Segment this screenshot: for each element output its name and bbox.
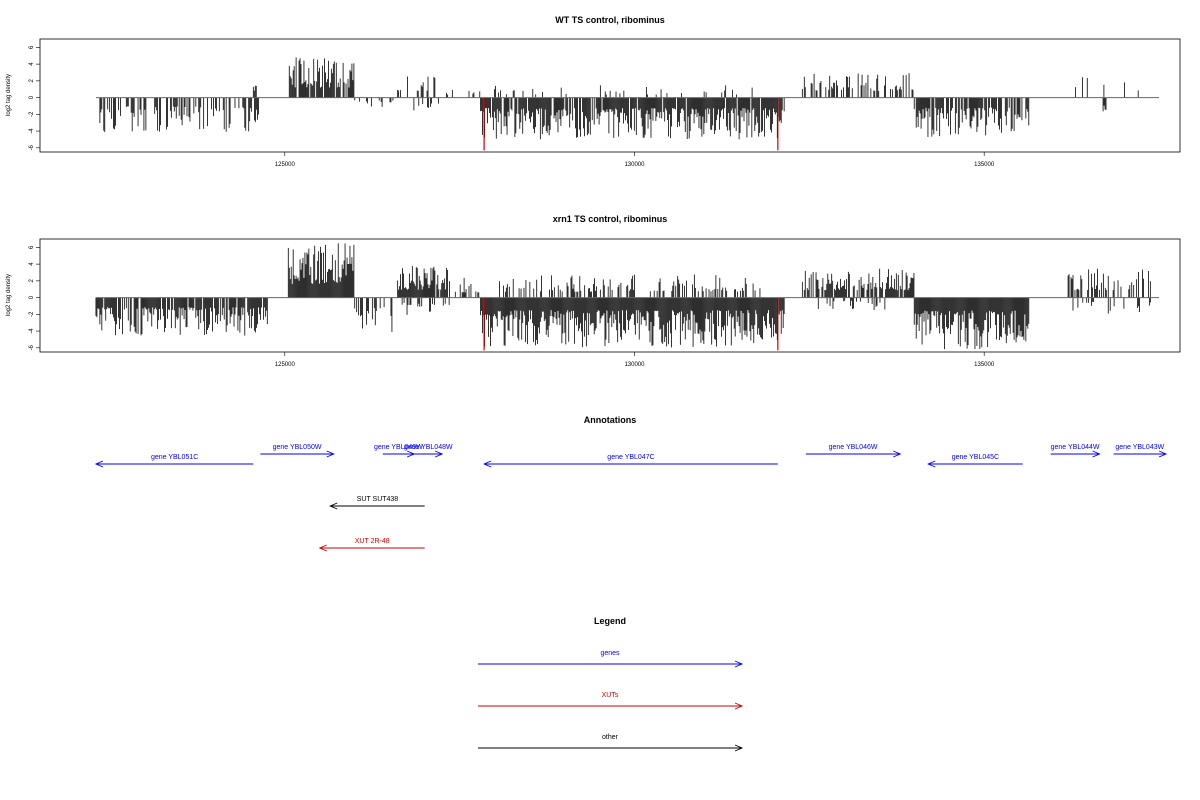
wt-y-tick-label: 4 [29,62,35,66]
annotations-panel: Annotations gene YBL051C gene YBL050W gene… [94,415,1168,552]
legend-arrowhead [734,660,744,668]
wt-x-tick-label: 135000 [974,162,995,168]
feature-label: gene YBL047C [607,454,654,461]
legend-panel: Legend genes XUTs other [478,616,744,752]
wt-y-tick-label: -4 [29,128,35,134]
xrn1-x-tick-label: 135000 [974,362,995,368]
legend-title: Legend [594,616,626,626]
annotation-feature: gene YBL046W [805,444,902,458]
legend-arrowhead [734,744,744,752]
wt-plot-frame [39,38,1181,153]
feature-label: gene YBL051C [151,454,198,461]
wt-density-bars [99,57,1139,140]
feature-label: gene YBL043W [1115,444,1164,451]
wt-y-tick-label: -2 [29,111,35,117]
feature-arrowhead [326,450,335,458]
feature-arrowhead [329,502,338,510]
annotation-feature: gene YBL045C [927,454,1023,468]
feature-label: SUT SUT438 [357,496,399,503]
feature-label: gene YBL048W [404,444,453,451]
xrn1-y-tick-label: 0 [29,295,35,299]
wt-y-axis-label: log2 tag density [6,74,12,116]
annotation-feature: gene YBL044W [1050,444,1101,458]
annotation-feature: gene YBL051C [94,454,254,468]
legend-label: other [602,734,619,741]
annotation-feature: SUT SUT438 [329,496,425,510]
annotation-feature: XUT 2R-48 [318,538,425,552]
feature-label: gene YBL046W [829,444,878,451]
annotation-feature: gene YBL048W [404,444,453,458]
feature-arrowhead [482,460,492,468]
xrn1-y-tick-label: -4 [29,328,35,334]
feature-label: gene YBL049W [374,444,423,451]
legend-label: genes [600,650,620,657]
xrn1-y-tick-label: 6 [29,245,35,249]
wt-x-tick-label: 130000 [624,162,645,168]
feature-arrowhead [1092,450,1101,458]
xrn1-density-panel: xrn1 TS control, ribominus log2 tag dens… [6,214,1181,368]
feature-arrowhead [318,544,327,552]
legend-arrowhead [734,702,744,710]
wt-density-panel: WT TS control, ribominus log2 tag densit… [6,15,1181,168]
xrn1-y-axis-label: log2 tag density [6,274,12,316]
xrn1-y-tick-label: -2 [29,311,35,317]
feature-label: gene YBL045C [952,454,999,461]
annotation-feature: gene YBL047C [482,454,778,468]
xrn1-panel-title: xrn1 TS control, ribominus [553,214,668,224]
legend-item: XUTs [478,692,744,710]
xrn1-plot-frame [39,238,1181,353]
xrn1-y-tick-label: -6 [29,344,35,350]
xrn1-y-tick-label: 2 [29,279,35,283]
xrn1-x-tick-label: 130000 [624,362,645,368]
wt-panel-title: WT TS control, ribominus [555,15,665,25]
feature-label: gene YBL050W [273,444,322,451]
feature-arrowhead [1158,450,1168,458]
wt-y-tick-label: 2 [29,79,35,83]
annotation-feature: gene YBL043W [1113,444,1168,458]
feature-arrowhead [94,460,104,468]
xrn1-y-tick-label: 4 [29,262,35,266]
feature-arrowhead [893,450,902,458]
legend-item: genes [478,650,744,668]
feature-arrowhead [927,460,936,468]
feature-label: XUT 2R-48 [355,538,390,545]
wt-x-tick-label: 125000 [275,162,296,168]
wt-y-tick-label: -6 [29,144,35,150]
annotation-feature: gene YBL050W [260,444,335,458]
feature-arrowhead [434,450,444,458]
legend-item: other [478,734,744,752]
annotations-title: Annotations [584,415,637,425]
wt-plot-area: -6 -4 -2 0 2 4 6 125000 130000 135000 [29,38,1181,168]
xrn1-plot-area: -6 -4 -2 0 2 4 6 125000 130000 135000 [29,238,1181,368]
xrn1-density-bars [95,243,1151,350]
xrn1-x-tick-label: 125000 [275,362,296,368]
legend-label: XUTs [602,692,619,699]
wt-y-tick-label: 0 [29,95,35,99]
wt-y-tick-label: 6 [29,45,35,49]
feature-label: gene YBL044W [1051,444,1100,451]
legend-items: genes XUTs other [478,650,744,752]
